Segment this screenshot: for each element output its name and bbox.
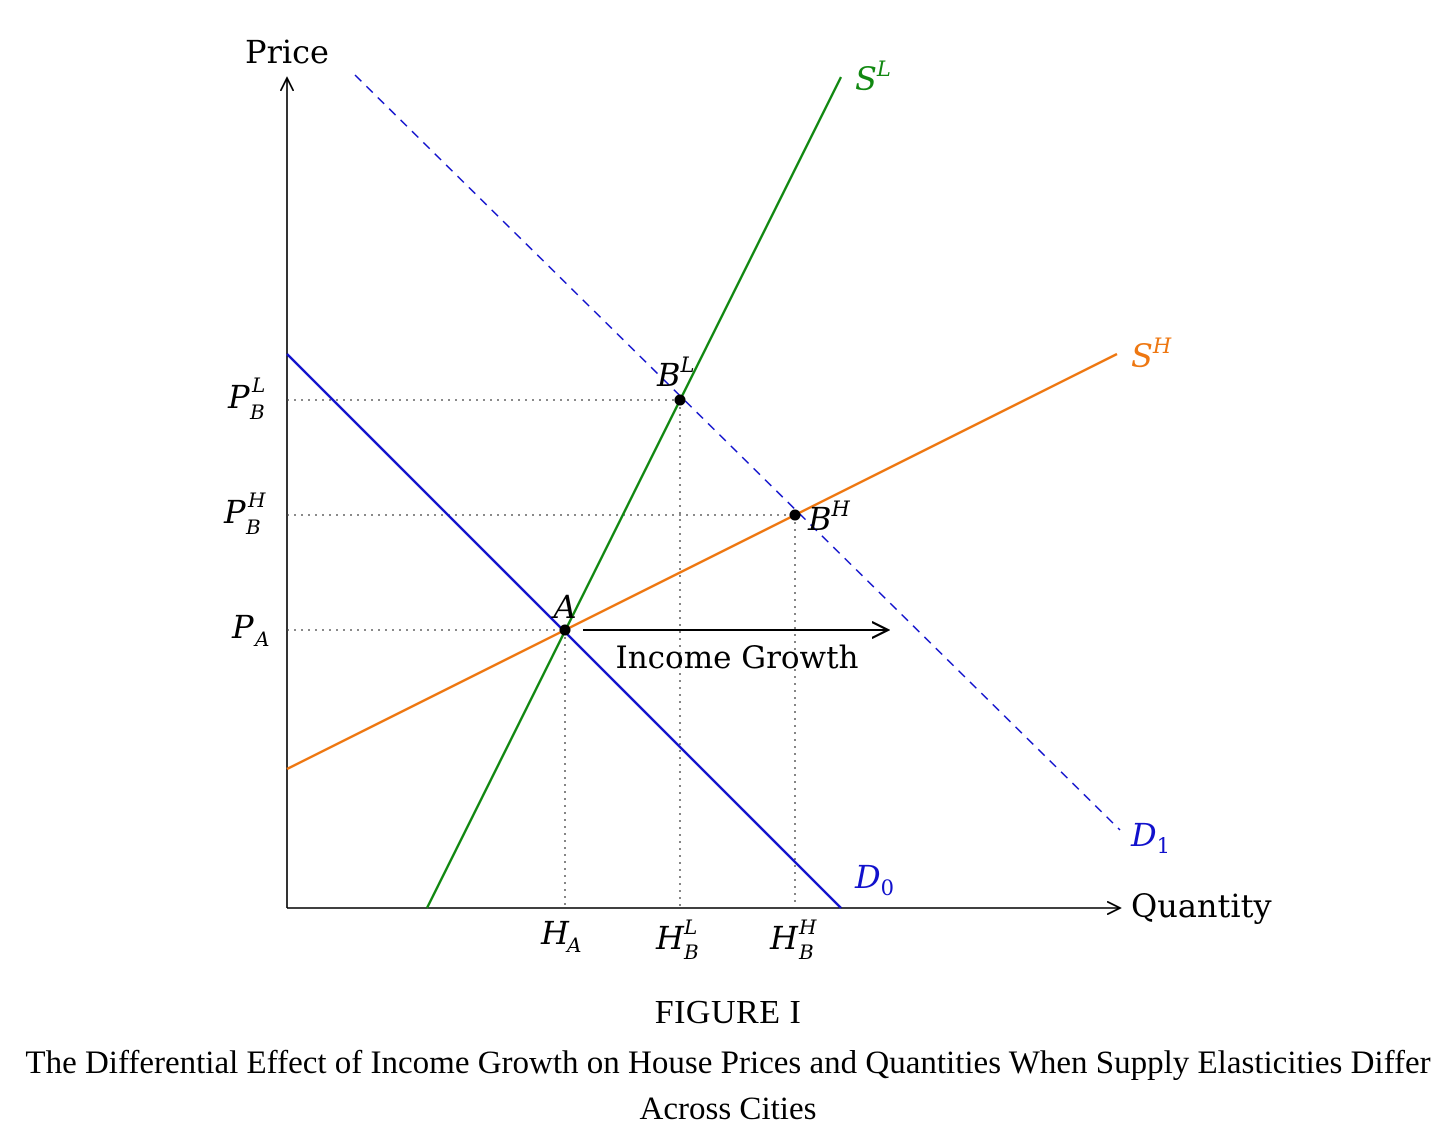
point-a-marker bbox=[559, 624, 571, 636]
svg-text:B: B bbox=[798, 940, 814, 964]
svg-text:A: A bbox=[253, 627, 269, 651]
point-labels: A BL BH bbox=[550, 353, 850, 626]
label-point-a: A bbox=[550, 588, 576, 626]
label-supply-low: SL bbox=[855, 57, 891, 98]
supply-curve-sh bbox=[286, 352, 1118, 771]
equilibrium-points bbox=[559, 394, 801, 636]
svg-text:H: H bbox=[798, 915, 817, 939]
svg-text:P: P bbox=[223, 493, 246, 531]
svg-text:H: H bbox=[247, 488, 266, 512]
label-demand-shifted: D1 bbox=[1130, 816, 1170, 858]
label-point-b-high: BH bbox=[807, 497, 851, 538]
svg-text:H: H bbox=[655, 919, 685, 957]
svg-text:H: H bbox=[540, 914, 570, 952]
tick-h-b-low: H L B bbox=[655, 915, 699, 964]
tick-p-a: P A bbox=[231, 608, 269, 651]
svg-text:L: L bbox=[683, 915, 697, 939]
reference-lines bbox=[287, 399, 796, 908]
axes: Price Quantity bbox=[245, 33, 1272, 925]
svg-text:B: B bbox=[249, 400, 265, 424]
svg-text:B: B bbox=[683, 940, 699, 964]
svg-text:L: L bbox=[251, 373, 265, 397]
curves bbox=[286, 74, 1121, 909]
svg-text:B: B bbox=[245, 515, 261, 539]
svg-text:P: P bbox=[227, 378, 250, 416]
tick-h-a: H A bbox=[540, 914, 581, 957]
label-supply-high: SH bbox=[1131, 334, 1172, 375]
label-point-b-low: BL bbox=[656, 353, 694, 394]
demand-curve-d1 bbox=[354, 74, 1121, 831]
svg-text:A: A bbox=[565, 933, 581, 957]
svg-text:H: H bbox=[769, 919, 799, 957]
price-tick-labels: P L B P H B P A bbox=[223, 373, 269, 651]
x-axis-label: Quantity bbox=[1131, 887, 1272, 925]
tick-p-b-high: P H B bbox=[223, 488, 266, 539]
svg-text:P: P bbox=[231, 608, 254, 646]
income-growth-arrow: Income Growth bbox=[583, 630, 888, 676]
tick-h-b-high: H H B bbox=[769, 915, 817, 964]
figure-caption: The Differential Effect of Income Growth… bbox=[25, 1045, 1431, 1127]
tick-p-b-low: P L B bbox=[227, 373, 265, 424]
figure-number: FIGURE I bbox=[654, 994, 802, 1031]
point-b-high-marker bbox=[789, 509, 801, 521]
point-b-low-marker bbox=[674, 394, 686, 406]
label-demand-initial: D0 bbox=[854, 858, 894, 900]
shift-arrow-label: Income Growth bbox=[615, 640, 858, 676]
supply-curve-sl bbox=[425, 76, 843, 909]
curve-labels: SL SH D0 D1 bbox=[854, 57, 1172, 900]
y-axis-label: Price bbox=[245, 33, 329, 71]
quantity-tick-labels: H A H L B H H B bbox=[540, 914, 817, 964]
